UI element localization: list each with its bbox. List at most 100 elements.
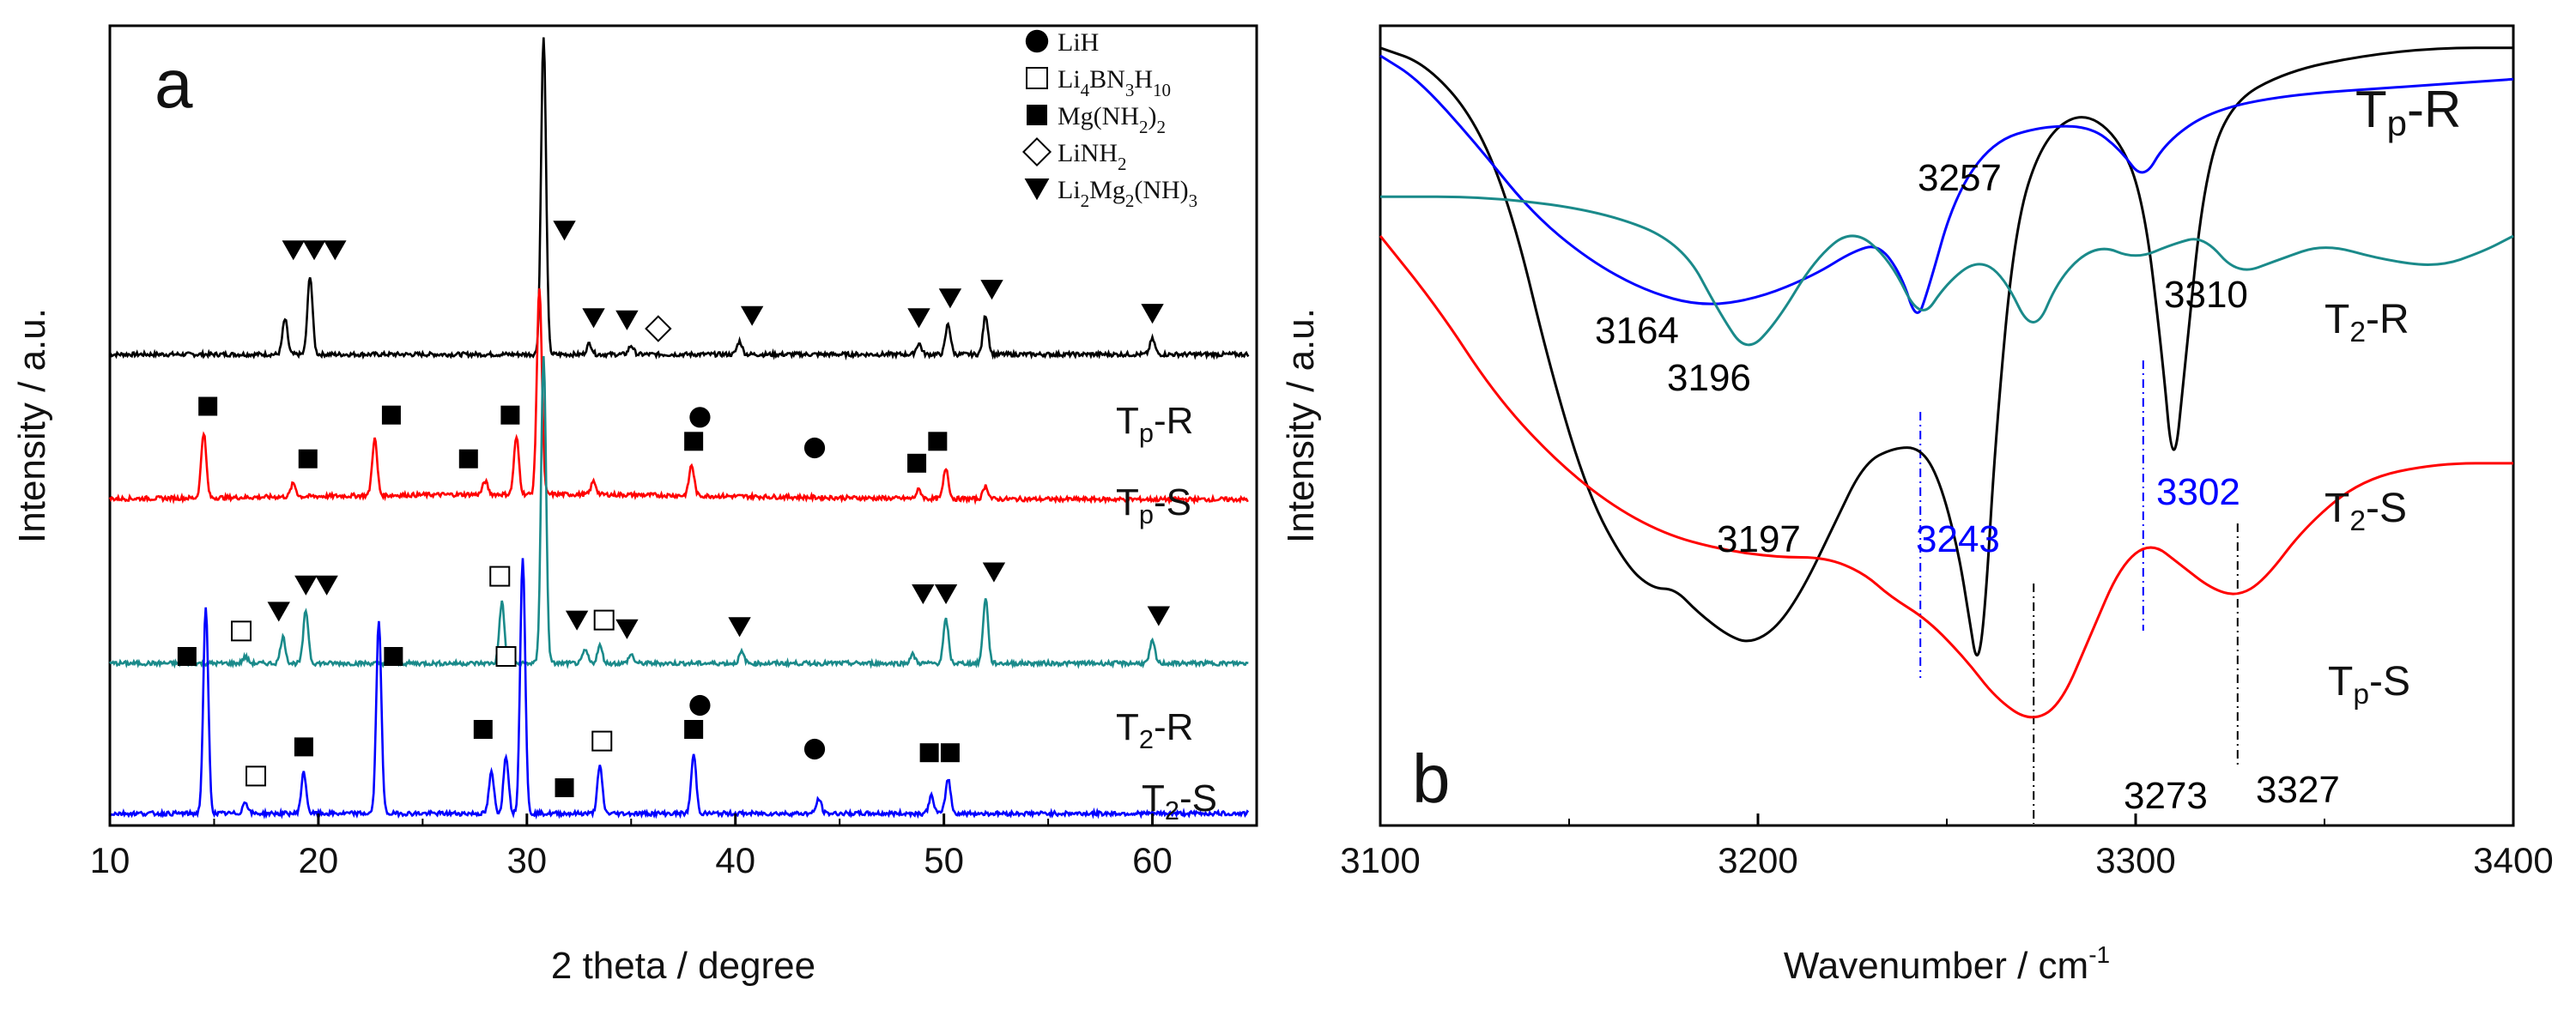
series-label-main: T xyxy=(1142,777,1165,819)
phase-marker-square-open xyxy=(593,609,615,631)
phase-marker-circle-filled xyxy=(689,694,711,717)
phase-marker-square-filled xyxy=(919,743,939,763)
phase-marker-square-filled xyxy=(684,432,704,451)
phase-marker-square-filled xyxy=(555,778,574,797)
phase-marker-square-filled xyxy=(907,453,927,473)
peak-annotation: 3273 xyxy=(2124,775,2208,817)
x-tick-label: 20 xyxy=(299,840,339,880)
series-label-sub: p xyxy=(1139,418,1154,448)
x-tick-label: 40 xyxy=(715,840,755,880)
legend-label: LiNH2 xyxy=(1058,139,1127,174)
series-label-T2-S: T2-S xyxy=(2324,486,2407,537)
phase-marker-triangle-down-filled xyxy=(565,610,589,631)
panel-a-xrd-plot: 10 20 30 40 50 60 LiHLi4BN3H10Mg(NH2)2LiNH2Li… xyxy=(11,24,1258,987)
peak-annotation: 3310 xyxy=(2164,274,2248,316)
x-tick-label: 3300 xyxy=(2095,840,2175,880)
phase-marker-triangle-down-filled xyxy=(982,562,1006,583)
x-tick-label: 3400 xyxy=(2473,840,2553,880)
ir-curve-Tp-R xyxy=(1379,46,2513,657)
series-label-main: T xyxy=(1116,481,1139,523)
phase-marker-square-open xyxy=(591,730,613,752)
peak-annotation: 3327 xyxy=(2256,769,2340,811)
panel-b-ylabel: Intensity / a.u. xyxy=(1280,308,1322,543)
phase-marker-square-filled xyxy=(928,432,948,451)
series-label-tail: -S xyxy=(2366,486,2407,531)
phase-marker-square-filled xyxy=(684,720,704,739)
phase-marker-triangle-down-filled xyxy=(553,221,576,241)
series-label-main: T xyxy=(2324,297,2349,342)
series-label-sub: 2 xyxy=(1139,724,1154,754)
legend-label-main: Li xyxy=(1058,176,1081,204)
series-label-main: T xyxy=(2355,81,2387,138)
series-label-tail: -R xyxy=(1154,400,1193,442)
legend-sub: 2 xyxy=(1157,117,1167,137)
panel-b-letter: b xyxy=(1412,741,1451,817)
series-label-Tp-R: Tp-R xyxy=(1116,400,1193,448)
phase-marker-square-filled xyxy=(473,720,493,739)
legend-marker-triangle-down-filled xyxy=(1024,178,1050,201)
panel-b-xlabel-sup: -1 xyxy=(2088,941,2110,968)
phase-marker-circle-filled xyxy=(803,437,826,459)
phase-marker-square-open xyxy=(231,620,252,642)
phase-marker-square-filled xyxy=(458,449,478,469)
x-tick-label: 10 xyxy=(90,840,130,880)
panel-a-xlabel: 2 theta / degree xyxy=(551,945,815,987)
phase-marker-square-open xyxy=(495,646,517,667)
phase-marker-triangle-down-filled xyxy=(282,240,305,261)
peak-annotation: 3257 xyxy=(1918,157,2002,199)
phase-marker-square-filled xyxy=(298,449,318,469)
x-tick-label: 50 xyxy=(924,840,964,880)
series-label-Tp-S: Tp-S xyxy=(2328,659,2410,711)
series-label-tail: -R xyxy=(2407,81,2461,138)
panel-a-letter: a xyxy=(155,45,193,122)
series-label-main: T xyxy=(1116,400,1139,442)
legend-marker-circle-filled xyxy=(1025,29,1049,53)
legend-label-main: LiNH xyxy=(1058,139,1118,167)
phase-marker-square-filled xyxy=(381,405,401,425)
series-label-Tp-S: Tp-S xyxy=(1116,481,1191,529)
series-label-T2-R: T2-R xyxy=(2324,297,2409,348)
phase-marker-square-filled xyxy=(384,647,403,666)
x-tick-label: 30 xyxy=(506,840,547,880)
phase-marker-triangle-down-filled xyxy=(938,288,962,309)
series-label-sub: 2 xyxy=(1165,795,1179,826)
series-label-Tp-R: Tp-R xyxy=(2355,81,2461,143)
phase-marker-triangle-down-filled xyxy=(315,575,338,596)
phase-marker-triangle-down-filled xyxy=(615,619,639,639)
phase-marker-triangle-down-filled xyxy=(1147,606,1171,626)
legend-sub: 10 xyxy=(1153,80,1171,100)
peak-annotation: 3196 xyxy=(1667,357,1751,399)
x-tick-label: 60 xyxy=(1132,840,1173,880)
phase-marker-square-open xyxy=(245,765,267,787)
legend-label: Mg(NH2)2 xyxy=(1058,102,1166,137)
phase-marker-triangle-down-filled xyxy=(907,308,930,329)
phase-marker-triangle-down-filled xyxy=(912,584,935,605)
phase-marker-square-filled xyxy=(177,647,197,666)
legend-label-tail: H xyxy=(1134,65,1153,94)
phase-marker-triangle-down-filled xyxy=(267,602,290,622)
legend-label: LiH xyxy=(1058,28,1099,57)
legend-label-main: Li xyxy=(1058,65,1081,94)
peak-annotation: 3164 xyxy=(1595,310,1679,352)
phase-marker-triangle-down-filled xyxy=(728,617,751,638)
peak-annotation: 3197 xyxy=(1717,518,1801,560)
phase-marker-triangle-down-filled xyxy=(294,575,318,596)
panel-a-frame xyxy=(108,24,1258,827)
legend-marker-square-open xyxy=(1026,67,1048,89)
legend-marker-diamond-open xyxy=(1021,136,1052,167)
series-label-sub: 2 xyxy=(2349,317,2366,348)
phase-marker-triangle-down-filled xyxy=(980,280,1003,300)
legend-label-tail: ) xyxy=(1149,102,1157,130)
panel-b-frame xyxy=(1379,24,2515,827)
legend-sub: 2 xyxy=(1139,117,1149,137)
series-label-sub: 2 xyxy=(2349,505,2366,537)
phase-marker-diamond-open xyxy=(645,315,672,342)
legend-label: Li2Mg2(NH)3 xyxy=(1058,176,1197,211)
legend-label: Li4BN3H10 xyxy=(1058,65,1171,100)
panel-a-ylabel: Intensity / a.u. xyxy=(11,308,53,543)
legend-label-mid: BN xyxy=(1089,65,1125,94)
series-label-tail: -S xyxy=(2369,659,2410,705)
xrd-curve-T2-S xyxy=(109,558,1250,820)
